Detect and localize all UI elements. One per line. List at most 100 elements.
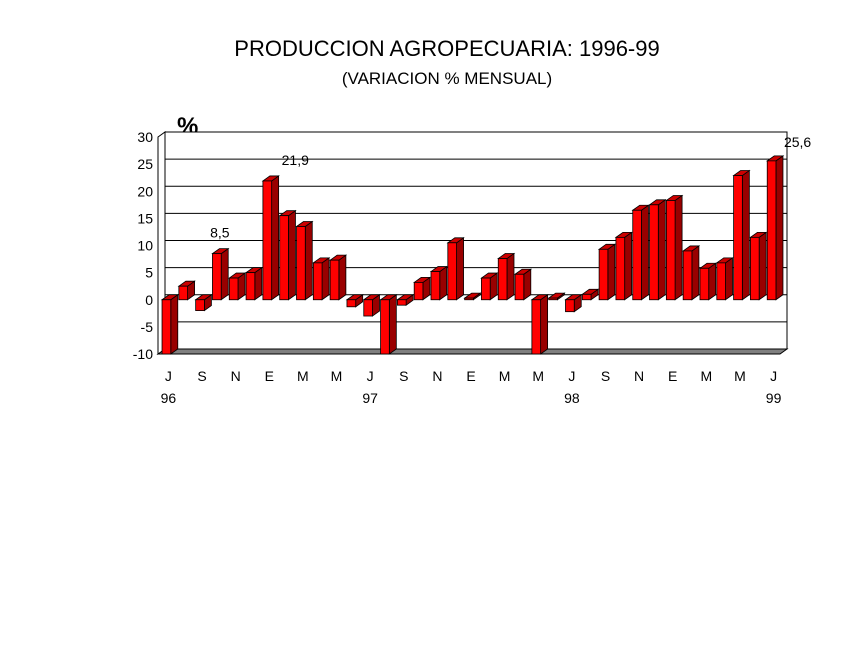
bar-side (321, 257, 330, 301)
data-label: 21,9 (282, 152, 309, 168)
bar (565, 299, 575, 313)
x-tick-label: M (499, 368, 511, 384)
bar (481, 277, 491, 301)
bar-side (506, 252, 515, 301)
year-label: 96 (161, 390, 177, 406)
bar (346, 299, 357, 308)
bar (682, 250, 693, 301)
bar-side (439, 265, 448, 301)
bar (581, 293, 592, 301)
y-tick-label: -10 (133, 346, 153, 362)
y-tick-label: 15 (137, 210, 153, 226)
x-tick-label: N (432, 368, 442, 384)
bar-side (725, 257, 733, 301)
bar (195, 299, 205, 312)
bar (262, 180, 273, 301)
y-tick-label: 20 (137, 183, 153, 199)
data-label: 8,5 (210, 225, 230, 241)
x-tick-label: M (734, 368, 746, 384)
bar (228, 277, 239, 301)
bar-side (220, 247, 229, 301)
bar-side (775, 155, 784, 301)
x-tick-label: J (367, 368, 374, 384)
bar (212, 253, 222, 301)
bar-side (708, 262, 717, 301)
bar-side (338, 254, 347, 301)
x-tick-label: N (231, 368, 241, 384)
bar-side (691, 245, 700, 301)
bar (497, 258, 508, 301)
bar (312, 262, 323, 301)
x-tick-label: M (331, 368, 343, 384)
bar-side (657, 199, 666, 301)
bar (396, 299, 407, 306)
bar (598, 248, 609, 301)
year-label: 97 (362, 390, 378, 406)
bar (615, 236, 626, 301)
x-tick-label: J (165, 368, 172, 384)
bar (363, 299, 373, 317)
bar (413, 281, 424, 301)
bar-side (741, 169, 750, 301)
x-tick-label: S (399, 368, 408, 384)
y-tick-label: 25 (137, 156, 153, 172)
y-tick-label: 5 (145, 265, 153, 281)
chart-title: PRODUCCION AGROPECUARIA: 1996-99 (234, 36, 659, 61)
bar-side (540, 293, 549, 355)
bar (699, 267, 710, 301)
bar (329, 259, 340, 301)
bar (514, 273, 525, 301)
bar-side (170, 293, 179, 355)
bar-side (388, 293, 397, 355)
bar (178, 285, 188, 301)
plot-area: 30 25 20 15 10 5 0 -5 -10 J S N E M M J S N E M M J S N E M M J 96 97… (133, 129, 812, 406)
bar-side (607, 243, 616, 301)
bar (766, 160, 777, 301)
bar (279, 215, 289, 301)
bar (531, 299, 542, 355)
year-label: 99 (766, 390, 782, 406)
bar (447, 242, 457, 301)
x-tick-label: E (265, 368, 274, 384)
chart-subtitle: (VARIACION % MENSUAL) (342, 69, 552, 88)
bar (632, 209, 642, 301)
bar (548, 297, 558, 301)
bar (161, 299, 172, 355)
bar-side (456, 237, 464, 301)
x-tick-label: M (297, 368, 309, 384)
x-tick-label: S (601, 368, 610, 384)
x-tick-label: M (532, 368, 544, 384)
bar (296, 226, 306, 301)
year-label: 98 (564, 390, 580, 406)
plot-floor (156, 348, 789, 355)
data-label: 25,6 (784, 134, 811, 150)
bar-side (758, 231, 767, 301)
x-tick-label: E (668, 368, 677, 384)
y-tick-label: 0 (145, 292, 153, 308)
x-tick-label: E (466, 368, 475, 384)
x-tick-label: S (197, 368, 206, 384)
bar-side (254, 266, 263, 301)
bar-side (624, 231, 633, 301)
bar-side (271, 175, 280, 301)
x-tick-label: N (634, 368, 644, 384)
y-tick-label: 10 (137, 238, 153, 254)
bar (464, 297, 474, 301)
y-tick-label: -5 (141, 319, 154, 335)
bar (716, 262, 726, 301)
x-tick-label: J (568, 368, 575, 384)
bar (665, 200, 676, 301)
bar-side (641, 204, 649, 301)
bar (733, 175, 743, 301)
bar (750, 236, 760, 301)
x-tick-label: M (701, 368, 713, 384)
bar (380, 299, 390, 355)
bar (649, 204, 659, 301)
bar-side (674, 194, 683, 301)
bar (430, 271, 441, 301)
bar (245, 272, 256, 301)
x-tick-label: J (770, 368, 777, 384)
y-tick-label: 30 (137, 129, 153, 145)
bar-side (304, 220, 313, 301)
